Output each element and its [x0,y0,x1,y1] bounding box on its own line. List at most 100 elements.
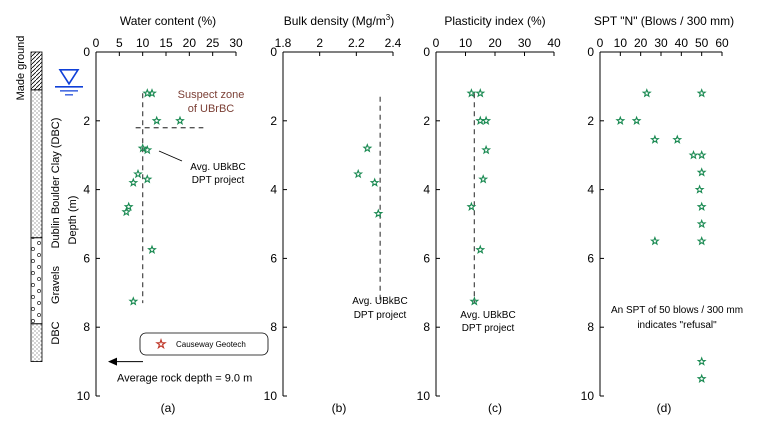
data-point [142,144,153,155]
data-point [142,88,153,98]
y-tick-label: 8 [270,320,277,334]
data-point [469,296,480,306]
data-point [481,144,492,155]
chart-title: Water content (%) [120,14,216,28]
stratum-gravels [30,237,43,325]
data-point [147,244,157,254]
x-tick-label: 30 [229,36,243,50]
data-point [466,201,477,211]
data-point [688,150,699,160]
x-tick-label: 1.8 [275,36,292,50]
water-table-triangle [58,69,80,86]
data-point [696,88,707,98]
panel-label: (a) [161,401,176,415]
legend-star-icon: ☆ [156,337,167,351]
legend-box [139,332,269,356]
y-tick-label: 10 [264,389,278,403]
x-tick-label: 60 [715,36,729,50]
y-tick-label: 2 [270,114,277,128]
panel-label: (b) [332,401,347,415]
y-tick-label: 8 [423,320,430,334]
chart-title: SPT "N" (Blows / 300 mm) [594,14,734,28]
y-tick-label: 10 [581,389,595,403]
data-point [631,115,642,125]
data-point [475,88,486,98]
x-tick-label: 0 [93,36,100,50]
data-point [175,115,185,125]
data-point [142,174,153,184]
y-tick-label: 0 [83,45,90,59]
x-tick-label: 25 [206,36,220,50]
y-tick-label: 0 [423,45,430,59]
y-tick-label: 4 [423,183,430,197]
y-tick-label: 8 [587,320,594,334]
x-tick-label: 20 [634,36,648,50]
x-tick-label: 2 [316,36,323,50]
chart-title-text: Water content (%) [120,14,216,28]
annotation-text: Avg. UBkBC [352,296,407,307]
data-point [128,296,139,306]
x-tick-label: 40 [675,36,689,50]
stratum-label-dublin-boulder-clay: Dublin Boulder Clay (DBC) [50,118,62,249]
legend: ☆ Causeway Geotech [139,332,269,356]
x-tick-label: 15 [159,36,173,50]
x-tick-label: 5 [116,36,123,50]
y-tick-label: 8 [83,320,90,334]
chart-title-text: Plasticity index (%) [444,14,545,28]
data-point [650,236,660,246]
y-tick-label: 2 [423,114,430,128]
chart-panels: Water content (%)0 5 10 15 20 25 300246810(a)S… [77,13,743,415]
data-point [696,373,707,383]
x-tick-label: 10 [136,36,150,50]
borehole-log: Made ground Dublin Boulder Clay (DBC) Gr… [15,36,79,363]
data-point [353,168,364,179]
legend-label: Causeway Geotech [176,340,246,349]
depth-axis-label: Depth (m) [67,196,79,245]
rock-depth-marker: Average rock depth = 9.0 m [108,357,252,385]
stratum-label-dbc: DBC [50,321,62,344]
annotation-text: DPT project [354,310,407,321]
chart-title-text: SPT "N" (Blows / 300 mm) [594,14,734,28]
data-point [694,184,705,194]
x-tick-label: 0 [433,36,440,50]
panel-a: Water content (%) 0 5 10 15 20 25 30 0 2 4 6 8 10 (a) S… [77,14,246,415]
x-tick-label: 50 [695,36,709,50]
x-tick-label: 0 [597,36,604,50]
panel-label: (d) [657,401,672,415]
data-point [475,244,486,254]
data-point [641,88,652,98]
panel-b: Bulk density (Mg/m3) 1.8 2 2.2 2.4 0 2 4 6 8 10 (b)… [264,13,408,415]
y-tick-label: 4 [587,183,594,197]
data-point [696,218,707,229]
chart-title-text: Bulk density (Mg/m [284,14,386,28]
data-point [650,134,660,144]
chart-title-superscript: 3 [386,13,391,22]
y-tick-label: 4 [270,183,277,197]
panel-label: (c) [488,401,502,415]
data-point [478,174,489,184]
y-tick-label: 6 [423,251,430,265]
data-point [696,167,707,177]
data-point [128,177,139,187]
x-tick-label: 10 [614,36,628,50]
x-tick-label: 30 [518,36,532,50]
y-tick-label: 6 [83,251,90,265]
annotation-text: indicates "refusal" [637,320,717,331]
x-tick-label: 10 [459,36,473,50]
annotation-text: Suspect zone [178,89,245,101]
annotation-text: An SPT of 50 blows / 300 mm [611,305,743,316]
annotation-text: DPT project [192,175,245,186]
y-tick-label: 2 [83,114,90,128]
rock-depth-label: Average rock depth = 9.0 m [117,373,252,385]
data-point [121,206,132,217]
x-tick-label: 20 [488,36,502,50]
chart-title-close: ) [390,14,394,28]
panel-d: SPT "N" (Blows / 300 mm) 0 10 20 30 40 50 60 0 2 4… [581,14,743,415]
chart-title: Bulk density (Mg/m3) [284,13,394,28]
stratum-label-gravels: Gravels [50,266,62,304]
annotation-text: of UBrBC [188,103,235,115]
annotation-leader [158,150,183,162]
data-point [696,356,707,366]
x-tick-label: 30 [654,36,668,50]
